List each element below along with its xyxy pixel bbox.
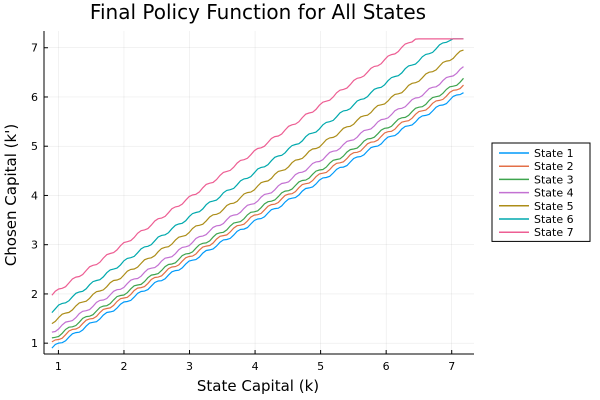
grid	[44, 31, 474, 354]
x-tick-label: 1	[55, 360, 62, 373]
series-line-state-4	[51, 66, 464, 333]
legend-entry-label: State 6	[534, 213, 574, 226]
y-tick-label: 4	[31, 189, 38, 202]
x-tick-label: 4	[252, 360, 259, 373]
axes: 1 2 3 4 5 6 7 1 2 3 4 5 6 7	[31, 31, 474, 373]
y-tick-label: 2	[31, 288, 38, 301]
series-line-state-2	[51, 84, 464, 343]
legend-entry-label: State 7	[534, 226, 574, 239]
legend-entry-label: State 2	[534, 160, 574, 173]
chart-title: Final Policy Function for All States	[90, 0, 426, 24]
series-lines	[51, 38, 464, 349]
x-tick-label: 5	[317, 360, 324, 373]
y-tick-label: 1	[31, 337, 38, 350]
x-axis-label: State Capital (k)	[197, 377, 319, 395]
legend-entry-label: State 5	[534, 200, 574, 213]
x-tick-label: 7	[448, 360, 455, 373]
x-tick-label: 3	[186, 360, 193, 373]
y-tick-label: 6	[31, 91, 38, 104]
y-tick-label: 5	[31, 140, 38, 153]
legend-entry-label: State 4	[534, 187, 574, 200]
series-line-state-1	[51, 92, 464, 349]
series-line-state-6	[51, 38, 464, 314]
legend-entry-label: State 3	[534, 173, 574, 186]
x-tick-label: 2	[120, 360, 127, 373]
legend-entry-label: State 1	[534, 147, 574, 160]
series-line-state-3	[51, 77, 464, 339]
series-line-state-5	[51, 49, 464, 325]
y-tick-label: 3	[31, 239, 38, 252]
y-axis-label: Chosen Capital (k')	[2, 124, 20, 266]
x-tick-label: 6	[383, 360, 390, 373]
y-tick-label: 7	[31, 42, 38, 55]
series-line-state-7	[51, 38, 464, 296]
